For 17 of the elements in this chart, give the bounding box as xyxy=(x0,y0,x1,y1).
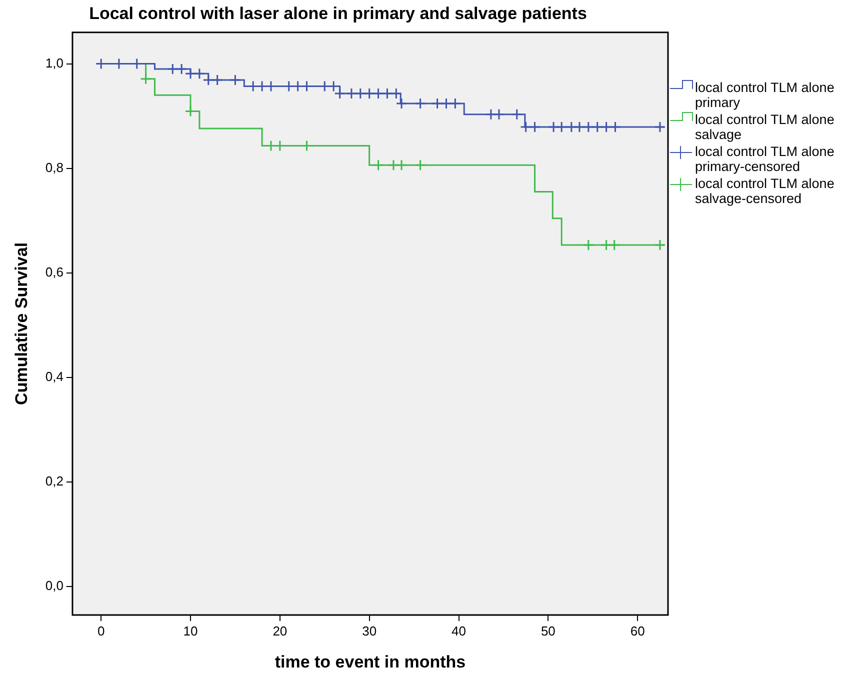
y-tick-label: 0,0 xyxy=(45,578,64,593)
x-tick-label: 20 xyxy=(272,623,288,638)
x-tick-label: 50 xyxy=(540,623,556,638)
x-tick-label: 60 xyxy=(630,623,645,638)
legend-label: local control TLM alone salvage-censored xyxy=(695,176,836,206)
x-tick-label: 10 xyxy=(183,623,198,638)
y-tick-label: 0,6 xyxy=(45,264,64,280)
y-tick-label: 0,2 xyxy=(45,473,64,488)
y-axis-title: Cumulative Survival xyxy=(12,242,31,405)
y-tick-label: 0,8 xyxy=(45,160,64,175)
x-tick-label: 40 xyxy=(452,623,466,638)
x-axis-title: time to event in months xyxy=(274,652,466,672)
y-tick-label: 1,0 xyxy=(45,55,64,70)
x-tick-label: 0 xyxy=(97,623,105,638)
y-tick-label: 0,4 xyxy=(45,368,64,384)
x-tick-label: 30 xyxy=(362,623,377,638)
chart-title: Local control with laser alone in primary and salvage patients xyxy=(89,4,587,23)
